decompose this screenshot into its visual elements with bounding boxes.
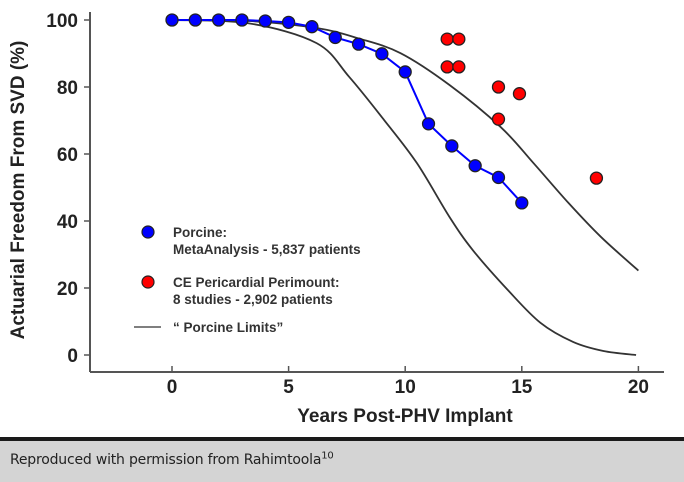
- x-tick-label: 5: [283, 377, 294, 398]
- legend-porcine-marker: [141, 225, 155, 239]
- porcine-data-point: [188, 13, 202, 27]
- porcine-data-point: [515, 196, 529, 210]
- legend: Porcine: MetaAnalysis - 5,837 patients C…: [134, 225, 361, 335]
- pericardial-data-point: [512, 87, 527, 101]
- legend-pericardial-line1: CE Pericardial Perimount:: [173, 275, 340, 290]
- x-tick-label: 20: [628, 377, 649, 398]
- y-tick-label: 80: [57, 78, 78, 99]
- porcine-series-line: [172, 19, 523, 204]
- y-tick-label: 0: [67, 346, 78, 367]
- porcine-lower-limit-curve: [171, 19, 637, 356]
- pericardial-data-point: [491, 80, 506, 94]
- pericardial-data-point: [452, 32, 466, 46]
- legend-pericardial-line2: 8 studies - 2,902 patients: [173, 292, 333, 307]
- points: [165, 13, 604, 210]
- x-tick-label: 15: [511, 377, 533, 398]
- porcine-data-point: [281, 15, 296, 29]
- caption-reference: 10: [321, 450, 334, 462]
- caption-divider: [0, 437, 684, 441]
- legend-pericardial-marker: [141, 275, 155, 289]
- y-axis-label: Actuarial Freedom From SVD (%): [8, 41, 29, 340]
- porcine-data-point: [398, 65, 412, 79]
- porcine-data-point: [211, 13, 226, 27]
- x-tick-label: 10: [395, 377, 416, 398]
- porcine-data-point: [421, 117, 436, 131]
- porcine-data-point: [258, 14, 272, 28]
- caption-main: Reproduced with permission from Rahimtoo…: [10, 452, 322, 468]
- porcine-upper-limit-curve: [171, 19, 640, 272]
- chart: 0 20 40 60 80 100 0 5 10 15 20 Porcine: MetaAnalys…: [8, 11, 664, 427]
- porcine-data-point: [468, 159, 482, 173]
- porcine-data-point: [375, 47, 389, 61]
- y-tick-label: 100: [46, 11, 78, 32]
- porcine-data-point: [235, 13, 249, 27]
- porcine-data-point: [328, 30, 342, 45]
- legend-porcine-line2: MetaAnalysis - 5,837 patients: [173, 242, 361, 257]
- porcine-data-point: [445, 139, 459, 153]
- pericardial-data-point: [589, 171, 604, 185]
- axes: 0 20 40 60 80 100 0 5 10 15 20: [46, 11, 664, 398]
- caption-text: Reproduced with permission from Rahimtoo…: [10, 450, 334, 468]
- porcine-data-point: [351, 37, 366, 51]
- y-tick-label: 20: [57, 279, 78, 300]
- pericardial-data-point: [452, 60, 466, 74]
- pericardial-data-point: [440, 32, 454, 46]
- pericardial-data-point: [440, 60, 454, 74]
- pericardial-data-point: [491, 112, 506, 126]
- y-tick-label: 60: [57, 145, 78, 166]
- porcine-data-point: [305, 20, 319, 34]
- porcine-data-point: [165, 13, 179, 27]
- legend-porcine-line1: Porcine:: [173, 225, 227, 240]
- y-tick-label: 40: [57, 212, 78, 233]
- x-tick-label: 0: [167, 377, 178, 398]
- x-axis-label: Years Post-PHV Implant: [297, 406, 513, 427]
- porcine-data-point: [491, 170, 506, 185]
- caption-box: Reproduced with permission from Rahimtoo…: [0, 441, 684, 482]
- legend-limits-label: “ Porcine Limits”: [173, 320, 283, 335]
